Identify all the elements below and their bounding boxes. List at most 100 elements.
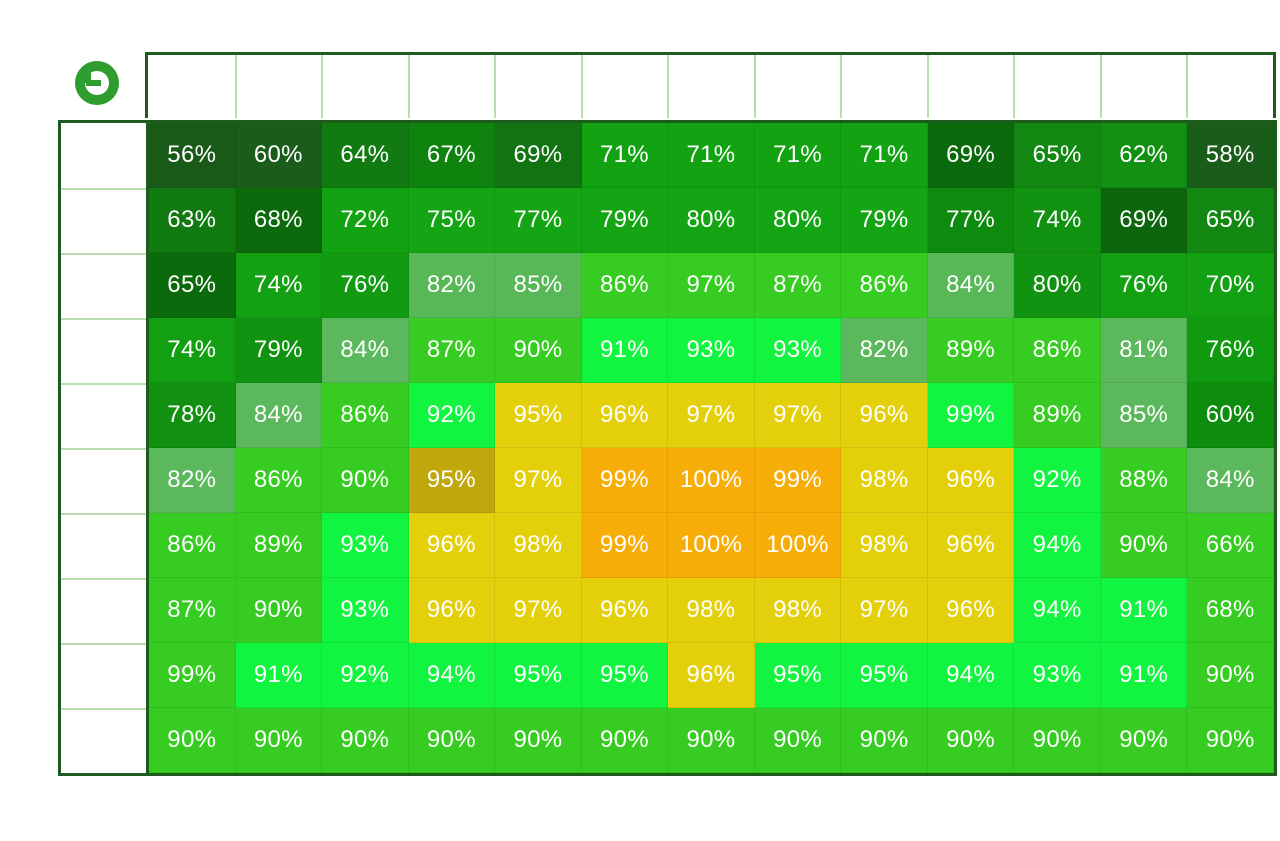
heatmap-cell: 96% — [927, 513, 1015, 578]
heatmap-cell: 84% — [927, 253, 1015, 318]
heatmap-cell: 65% — [149, 253, 236, 318]
row-header-cell — [61, 643, 146, 708]
row-header-cell — [61, 188, 146, 253]
heatmap-cell: 82% — [408, 253, 496, 318]
row-header-cell — [61, 513, 146, 578]
heatmap-cell: 71% — [581, 123, 669, 188]
heatmap-cell: 86% — [322, 383, 409, 448]
row-header-cell — [61, 708, 146, 773]
heatmap-cell: 99% — [149, 643, 236, 708]
heatmap-cell: 90% — [841, 708, 928, 773]
heatmap-cell: 69% — [1100, 188, 1188, 253]
heatmap-cell: 71% — [668, 123, 755, 188]
row-header-cell — [61, 318, 146, 383]
heatmap-cell: 71% — [754, 123, 842, 188]
heatmap-cell: 99% — [754, 448, 842, 513]
heatmap-cell: 86% — [235, 448, 323, 513]
column-header-cell — [234, 55, 322, 118]
heatmap-cell: 72% — [322, 188, 409, 253]
heatmap-cell: 79% — [581, 188, 669, 253]
heatmap-cell: 96% — [408, 578, 496, 643]
heatmap-cell: 80% — [668, 188, 755, 253]
heatmap-cell: 69% — [495, 123, 582, 188]
heatmap-cell: 100% — [668, 448, 755, 513]
column-header-cell — [926, 55, 1014, 118]
heatmap-cell: 90% — [149, 708, 236, 773]
heatmap-cell: 80% — [1014, 253, 1101, 318]
heatmap-cell: 87% — [754, 253, 842, 318]
heatmap-cell: 76% — [322, 253, 409, 318]
heatmap-cell: 94% — [408, 643, 496, 708]
row-header-cell — [61, 578, 146, 643]
heatmap-cell: 62% — [1100, 123, 1188, 188]
heatmap-cell: 98% — [841, 513, 928, 578]
column-header-cell — [148, 55, 235, 118]
heatmap-cell: 90% — [322, 708, 409, 773]
heatmap-cell: 65% — [1014, 123, 1101, 188]
heatmap-cell: 90% — [1014, 708, 1101, 773]
heatmap-cell: 58% — [1187, 123, 1274, 188]
heatmap-cell: 86% — [149, 513, 236, 578]
heatmap-cell: 97% — [668, 253, 755, 318]
heatmap-cell: 68% — [1187, 578, 1274, 643]
heatmap-cell: 90% — [495, 708, 582, 773]
heatmap-cell: 64% — [322, 123, 409, 188]
heatmap-cell: 78% — [149, 383, 236, 448]
heatmap-cell: 90% — [235, 578, 323, 643]
heatmap-cell: 76% — [1100, 253, 1188, 318]
heatmap-cell: 96% — [408, 513, 496, 578]
heatmap-cell: 100% — [668, 513, 755, 578]
heatmap-cell: 90% — [1100, 708, 1188, 773]
heatmap-cell: 92% — [1014, 448, 1101, 513]
heatmap-cell: 98% — [754, 578, 842, 643]
heatmap-cell: 97% — [841, 578, 928, 643]
column-header-cell — [1186, 55, 1273, 118]
brand-logo-icon — [75, 61, 119, 105]
heatmap-grid: 56% 60% 64% 67% 69% 71% 71% 71% 71% 69% 65% 62% 58% 6… — [146, 120, 1277, 776]
heatmap-cell: 93% — [322, 513, 409, 578]
heatmap-cell: 71% — [841, 123, 928, 188]
heatmap-cell: 91% — [1100, 643, 1188, 708]
heatmap-cell: 99% — [581, 513, 669, 578]
heatmap-cell: 91% — [235, 643, 323, 708]
row-header-cell — [61, 383, 146, 448]
heatmap-cell: 91% — [581, 318, 669, 383]
heatmap-cell: 86% — [1014, 318, 1101, 383]
heatmap-cell: 95% — [581, 643, 669, 708]
heatmap-cell: 74% — [235, 253, 323, 318]
heatmap-cell: 94% — [927, 643, 1015, 708]
heatmap-cell: 96% — [668, 643, 755, 708]
heatmap-cell: 90% — [754, 708, 842, 773]
heatmap-cell: 90% — [581, 708, 669, 773]
heatmap-cell: 100% — [754, 513, 842, 578]
heatmap-cell: 99% — [927, 383, 1015, 448]
heatmap-cell: 75% — [408, 188, 496, 253]
heatmap-cell: 94% — [1014, 513, 1101, 578]
heatmap-cell: 56% — [149, 123, 236, 188]
heatmap-cell: 87% — [149, 578, 236, 643]
heatmap-cell: 74% — [149, 318, 236, 383]
heatmap-cell: 95% — [754, 643, 842, 708]
heatmap-cell: 79% — [841, 188, 928, 253]
heatmap-cell: 97% — [754, 383, 842, 448]
heatmap-cell: 93% — [322, 578, 409, 643]
heatmap-cell: 89% — [927, 318, 1015, 383]
row-header-cell — [61, 123, 146, 188]
heatmap-cell: 81% — [1100, 318, 1188, 383]
heatmap-cell: 84% — [1187, 448, 1274, 513]
column-header-row — [145, 52, 1276, 118]
heatmap-cell: 97% — [495, 578, 582, 643]
heatmap-cell: 98% — [668, 578, 755, 643]
column-header-cell — [580, 55, 668, 118]
heatmap-cell: 96% — [927, 578, 1015, 643]
heatmap-cell: 90% — [1100, 513, 1188, 578]
heatmap-cell: 86% — [841, 253, 928, 318]
column-header-cell — [840, 55, 927, 118]
column-header-cell — [494, 55, 581, 118]
heatmap-cell: 95% — [495, 643, 582, 708]
heatmap-cell: 90% — [927, 708, 1015, 773]
heatmap-cell: 60% — [1187, 383, 1274, 448]
column-header-cell — [753, 55, 841, 118]
heatmap-cell: 91% — [1100, 578, 1188, 643]
heatmap-cell: 66% — [1187, 513, 1274, 578]
